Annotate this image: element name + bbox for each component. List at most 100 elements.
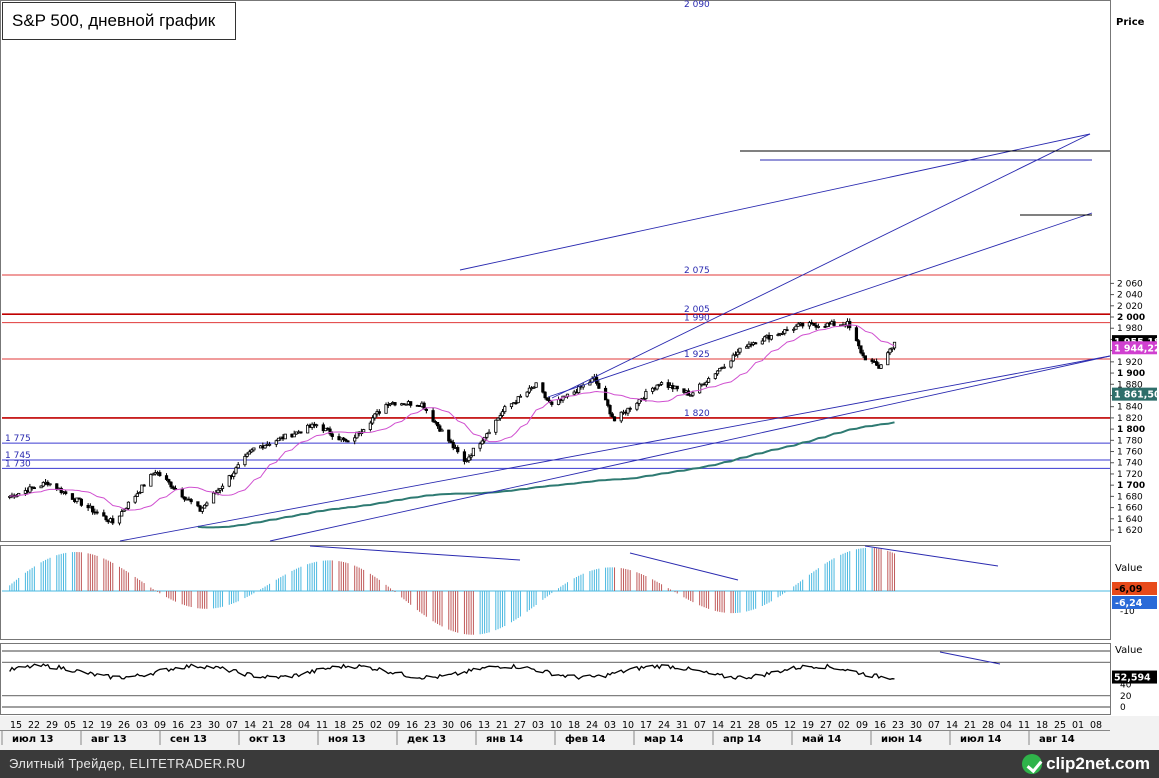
date-tick-label: 09 [154,720,166,731]
date-tick-label: 19 [100,720,112,731]
candle-body [41,482,45,487]
candle-body [550,401,554,405]
histogram-divergence-2 [864,545,999,567]
level-label-2075: 2 075 [684,266,710,276]
candle-body [353,437,357,442]
histogram-badge-label: -6,24 [1115,598,1143,609]
price-badge-label: 1 944,22 [1114,343,1159,354]
month-label: апр 14 [723,734,761,745]
candle-body [306,424,310,434]
date-tick-label: 26 [118,720,130,731]
logo-text: clip2net.com [1046,754,1150,773]
candle-body [321,424,325,432]
month-label: мар 14 [644,734,684,745]
candle-body [247,451,251,455]
candle-body [39,485,43,489]
date-tick-label: 03 [136,720,148,731]
level-label-1745: 1 745 [5,451,31,461]
candle-body [783,329,787,334]
candle-body [236,464,240,469]
price-axis-label: Price [1116,17,1145,28]
price-tick-label: 1 920 [1117,358,1143,368]
date-tick-label: 19 [802,720,814,731]
candle-body [120,511,124,517]
candle-body [888,348,892,354]
footer-bar: Элитный Трейдер, ELITETRADER.RU clip2net… [0,750,1159,778]
date-tick-label: 23 [892,720,904,731]
candle-body [715,370,720,375]
candle-body [135,493,139,497]
candle-body [763,336,767,342]
date-tick-label: 14 [712,720,724,731]
date-tick-label: 15 [10,720,22,731]
candle-body [465,460,469,462]
candle-body [644,391,648,400]
oscillator-tick-label: 20 [1120,692,1132,702]
date-tick-label: 07 [694,720,706,731]
date-tick-label: 31 [676,720,688,731]
oscillator-histogram-panel: Value -10 -6,09 -6,24 [0,545,1157,640]
candle-body [606,399,610,406]
price-tick-label: 1 620 [1117,526,1143,536]
candle-body [731,354,735,362]
price-tick-label: 1 800 [1117,425,1145,435]
candle-body [498,415,502,419]
month-label: фев 14 [565,733,605,745]
price-tick-label: 1 700 [1117,481,1145,491]
candle-body [276,437,281,442]
date-tick-label: 28 [982,720,994,731]
candle-body [314,424,319,427]
candle-body [216,489,220,494]
candle-body [801,322,805,327]
candle-body [704,381,708,386]
candle-body [469,455,473,458]
candle-body [733,354,738,357]
candle-body [167,479,171,483]
date-tick-label: 16 [172,720,184,731]
price-tick-label: 1 780 [1117,436,1143,446]
candle-body [250,449,254,453]
candle-body [886,352,890,366]
candle-body [514,402,518,405]
candle-body [227,475,231,487]
candle-body [344,438,348,442]
date-tick-label: 23 [190,720,202,731]
candle-body [854,327,859,342]
candle-body [478,443,482,449]
trend-line-3 [459,133,1091,271]
candles [8,318,897,526]
histogram-divergence-0 [309,545,521,561]
candle-body [861,352,865,357]
candle-body [577,385,581,394]
candle-body [462,451,467,462]
candle-body [232,472,236,477]
price-panel-frame [0,0,1111,542]
date-tick-label: 27 [514,720,526,731]
candle-body [328,428,332,435]
candle-body [189,499,193,503]
candle-body [527,387,532,393]
candle-body [518,395,523,398]
candle-body [451,442,455,449]
month-label: июл 14 [960,734,1001,745]
candle-body [729,360,733,368]
price-tick-label: 1 760 [1117,448,1143,458]
candle-body [59,487,63,494]
histogram-tick-label: -10 [1120,607,1135,617]
candle-body [875,361,879,366]
date-tick-label: 16 [406,720,418,731]
candle-body [832,321,836,326]
candle-body [635,402,639,410]
clip2net-logo[interactable]: clip2net.com [1022,753,1150,775]
candle-body [738,347,742,353]
candle-body [447,429,451,442]
candle-body [263,445,267,449]
trend-line-4 [547,212,1093,398]
chart-title-box: S&P 500, дневной график [2,2,236,40]
candle-body [509,403,514,408]
candle-body [64,491,68,494]
candle-body [691,392,695,396]
date-tick-label: 07 [226,720,238,731]
line-panel-frame [0,643,1111,715]
